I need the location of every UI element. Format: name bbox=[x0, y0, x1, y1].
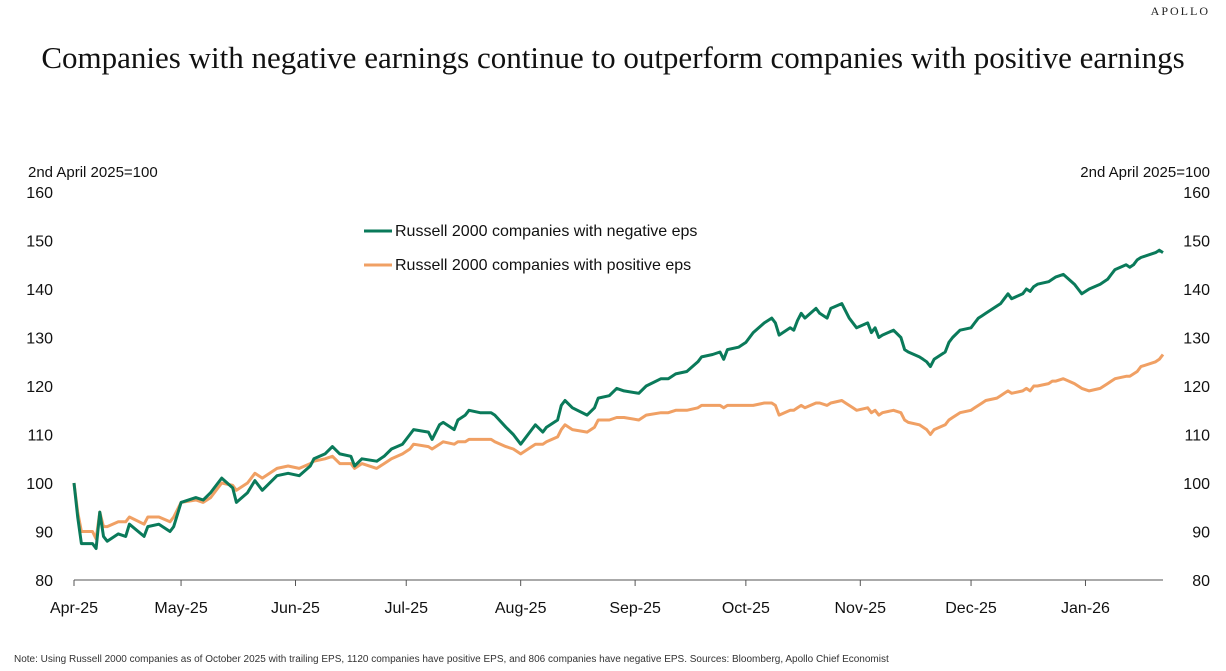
y-tick-label-right: 130 bbox=[1183, 331, 1210, 348]
right-axis-label: 2nd April 2025=100 bbox=[1080, 164, 1210, 181]
y-tick-label-right: 120 bbox=[1183, 379, 1210, 396]
series-line-positive bbox=[72, 353, 1165, 541]
y-tick-label-right: 160 bbox=[1183, 185, 1210, 202]
y-tick-label-right: 110 bbox=[1184, 428, 1210, 445]
apollo-logo: APOLLO bbox=[1150, 4, 1210, 18]
left-y-axis: 80 90 100 110 120 130 140 150 160 bbox=[26, 185, 53, 590]
legend-label-negative: Russell 2000 companies with negative eps bbox=[395, 223, 697, 240]
y-tick-label-right: 80 bbox=[1192, 573, 1210, 590]
y-tick-label-left: 90 bbox=[35, 525, 53, 542]
y-tick-label-left: 160 bbox=[26, 185, 53, 202]
line-chart: 2nd April 2025=100 2nd April 2025=100 80… bbox=[26, 164, 1210, 617]
footnote: Note: Using Russell 2000 companies as of… bbox=[14, 654, 889, 665]
x-tick-label: Dec-25 bbox=[945, 600, 997, 617]
x-tick-label: Jan-26 bbox=[1061, 600, 1110, 617]
y-tick-label-left: 110 bbox=[27, 428, 53, 445]
legend: Russell 2000 companies with negative eps… bbox=[364, 223, 697, 274]
x-axis: Apr-25 May-25 Jun-25 Jul-25 Aug-25 Sep-25 Oct-… bbox=[50, 579, 1163, 617]
y-tick-label-right: 90 bbox=[1192, 525, 1210, 542]
chart-title: Companies with negative earnings continu… bbox=[41, 40, 1185, 75]
y-tick-label-left: 140 bbox=[26, 282, 53, 299]
x-tick-label: Nov-25 bbox=[835, 600, 887, 617]
x-tick-label: Jul-25 bbox=[384, 600, 428, 617]
y-tick-label-right: 100 bbox=[1183, 476, 1210, 493]
x-tick-label: Oct-25 bbox=[722, 600, 770, 617]
y-tick-label-left: 130 bbox=[26, 331, 53, 348]
x-tick-label: Sep-25 bbox=[609, 600, 661, 617]
x-tick-label: Jun-25 bbox=[271, 600, 320, 617]
series-lines bbox=[72, 248, 1165, 550]
y-tick-label-left: 100 bbox=[26, 476, 53, 493]
y-tick-label-left: 150 bbox=[26, 234, 53, 251]
y-tick-label-right: 150 bbox=[1183, 234, 1210, 251]
legend-label-positive: Russell 2000 companies with positive eps bbox=[395, 257, 691, 274]
y-tick-label-left: 120 bbox=[26, 379, 53, 396]
x-tick-label: Apr-25 bbox=[50, 600, 98, 617]
left-axis-label: 2nd April 2025=100 bbox=[28, 164, 158, 181]
series-line-negative bbox=[72, 248, 1164, 550]
y-tick-label-right: 140 bbox=[1183, 282, 1210, 299]
y-tick-label-left: 80 bbox=[35, 573, 53, 590]
x-tick-label: May-25 bbox=[154, 600, 207, 617]
right-y-axis: 80 90 100 110 120 130 140 150 160 bbox=[1183, 185, 1210, 590]
x-tick-label: Aug-25 bbox=[495, 600, 547, 617]
